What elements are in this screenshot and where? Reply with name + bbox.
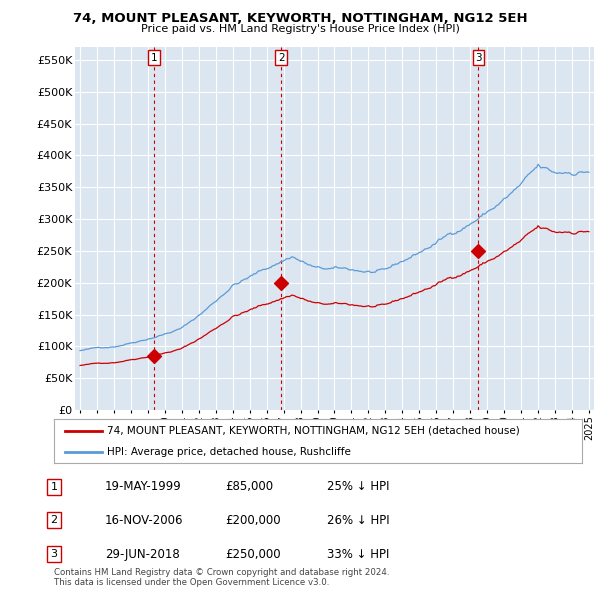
Text: HPI: Average price, detached house, Rushcliffe: HPI: Average price, detached house, Rush…: [107, 447, 350, 457]
Text: £250,000: £250,000: [225, 548, 281, 560]
Text: 25% ↓ HPI: 25% ↓ HPI: [327, 480, 389, 493]
Text: 1: 1: [151, 53, 158, 63]
Point: [277, 278, 286, 287]
Text: 33% ↓ HPI: 33% ↓ HPI: [327, 548, 389, 560]
Text: £200,000: £200,000: [225, 514, 281, 527]
Text: 1: 1: [50, 482, 58, 491]
Text: 74, MOUNT PLEASANT, KEYWORTH, NOTTINGHAM, NG12 5EH: 74, MOUNT PLEASANT, KEYWORTH, NOTTINGHAM…: [73, 12, 527, 25]
Text: 3: 3: [50, 549, 58, 559]
Text: 2: 2: [278, 53, 285, 63]
Text: 74, MOUNT PLEASANT, KEYWORTH, NOTTINGHAM, NG12 5EH (detached house): 74, MOUNT PLEASANT, KEYWORTH, NOTTINGHAM…: [107, 426, 520, 436]
Text: 2: 2: [50, 516, 58, 525]
Text: 26% ↓ HPI: 26% ↓ HPI: [327, 514, 389, 527]
Point: [149, 351, 159, 360]
Text: 3: 3: [475, 53, 482, 63]
Text: 16-NOV-2006: 16-NOV-2006: [105, 514, 184, 527]
Text: 29-JUN-2018: 29-JUN-2018: [105, 548, 180, 560]
Text: Contains HM Land Registry data © Crown copyright and database right 2024.
This d: Contains HM Land Registry data © Crown c…: [54, 568, 389, 587]
Text: £85,000: £85,000: [225, 480, 273, 493]
Point: [473, 246, 483, 255]
Text: Price paid vs. HM Land Registry's House Price Index (HPI): Price paid vs. HM Land Registry's House …: [140, 24, 460, 34]
Text: 19-MAY-1999: 19-MAY-1999: [105, 480, 182, 493]
